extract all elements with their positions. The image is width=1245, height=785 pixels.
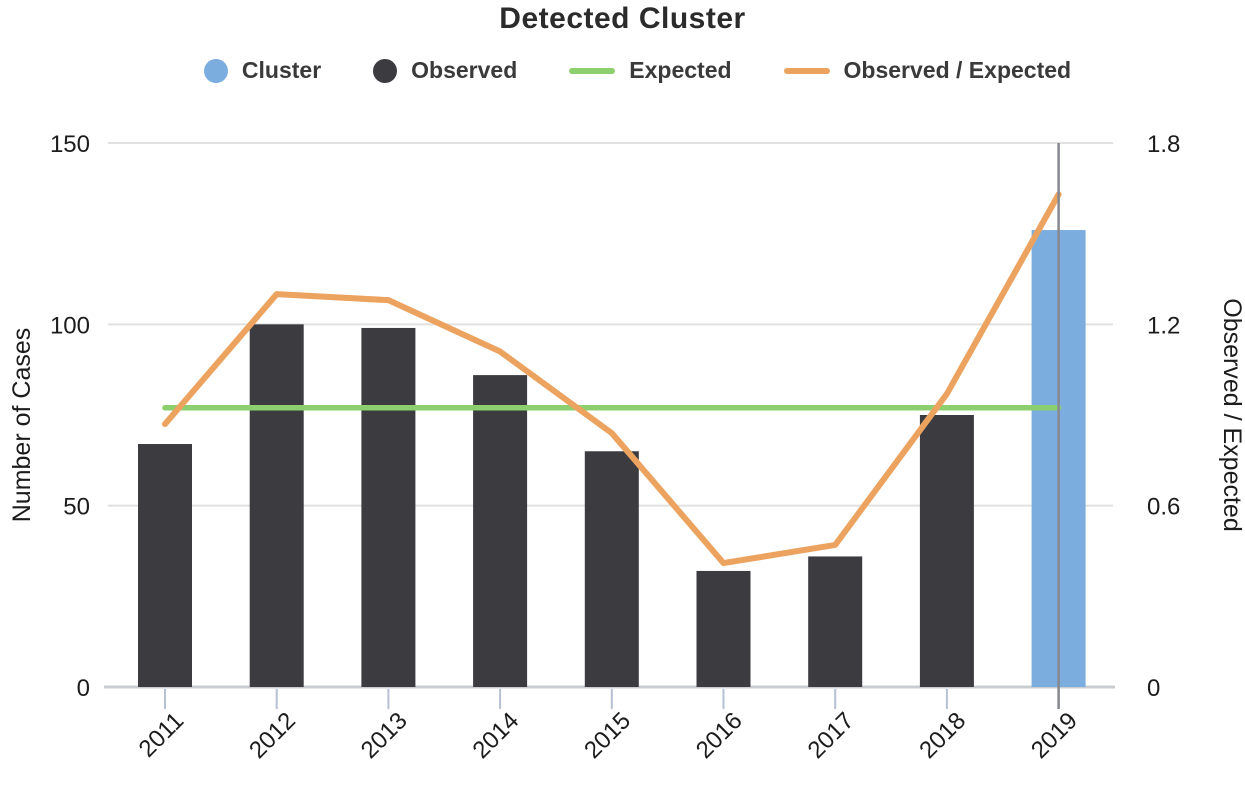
legend-item-observed: Observed <box>373 57 517 84</box>
x-tick-label: 2012 <box>244 707 301 764</box>
x-tick-label: 2015 <box>579 707 636 764</box>
legend-label: Expected <box>629 57 732 83</box>
legend-label: Cluster <box>241 57 322 83</box>
ratio-line <box>162 191 1062 567</box>
observed-bar <box>249 324 304 687</box>
legend-label: Observed <box>411 57 518 83</box>
expected-swatch-icon <box>569 67 616 74</box>
x-tick-label: 2019 <box>1026 707 1083 764</box>
right-tick-label: 1.8 <box>1147 131 1180 158</box>
legend-label: Observed / Expected <box>843 57 1072 83</box>
right-axis-title: Observed / Expected <box>1218 298 1245 531</box>
legend-item-cluster: Cluster <box>203 57 322 84</box>
observed-bar <box>361 327 416 687</box>
chart-title: Detected Cluster <box>499 2 746 35</box>
left-tick-label: 50 <box>63 494 90 521</box>
left-axis-title: Number of Cases <box>8 328 36 523</box>
x-tick-label: 2017 <box>803 707 860 764</box>
right-tick-label: 0 <box>1147 675 1160 702</box>
observed-swatch-icon <box>373 58 398 83</box>
observed-bar <box>138 444 192 687</box>
observed-bar <box>696 570 751 687</box>
ratio-swatch-icon <box>783 67 830 74</box>
legend: Cluster Observed Expected Observed / Exp… <box>0 57 1245 84</box>
right-tick-label: 0.6 <box>1147 494 1180 521</box>
x-tick-label: 2014 <box>467 707 524 764</box>
observed-bar <box>919 415 974 687</box>
x-tick-label: 2018 <box>914 707 971 764</box>
left-tick-label: 150 <box>50 131 90 158</box>
observed-bar <box>584 451 639 687</box>
cluster-swatch-icon <box>203 58 228 83</box>
x-tick-label: 2013 <box>356 707 413 764</box>
legend-item-expected: Expected <box>569 57 732 84</box>
left-tick-label: 0 <box>77 675 90 702</box>
left-tick-label: 100 <box>50 312 90 339</box>
legend-item-ratio: Observed / Expected <box>783 57 1072 84</box>
observed-bar <box>808 556 863 687</box>
right-tick-label: 1.2 <box>1147 312 1180 339</box>
observed-bar <box>473 375 528 687</box>
x-tick-label: 2016 <box>691 707 748 764</box>
x-tick-label: 2011 <box>134 707 190 763</box>
